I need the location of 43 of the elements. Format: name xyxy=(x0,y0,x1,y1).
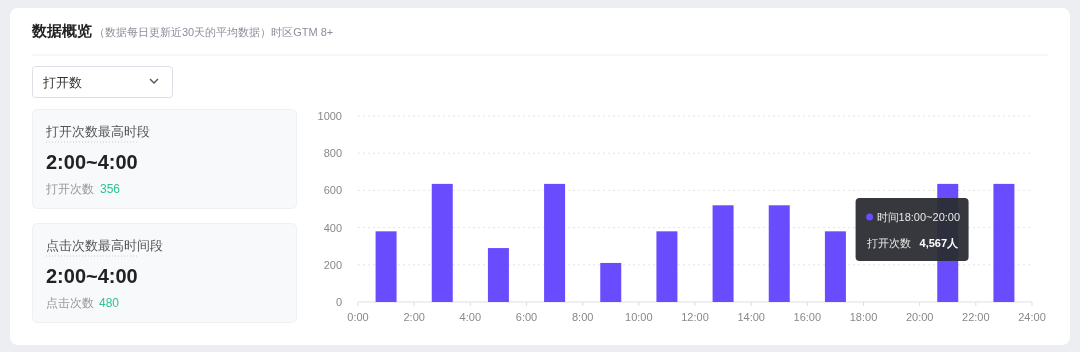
text: 2:00~4:00 xyxy=(46,265,138,287)
x-tick-label: 4:00 xyxy=(459,311,482,323)
bar xyxy=(993,183,1015,302)
y-tick-label: 200 xyxy=(323,258,342,271)
x-tick-label: 0:00 xyxy=(347,311,369,323)
bar xyxy=(824,231,846,302)
x-tick-label: 22:00 xyxy=(962,311,990,323)
x-tick-label: 16:00 xyxy=(793,311,822,323)
y-tick-label: 600 xyxy=(323,184,342,197)
x-tick-label: 12:00 xyxy=(681,311,709,323)
annotation: 时间18:00~20:00 xyxy=(876,211,961,223)
x-tick-label: 2:00 xyxy=(403,311,425,323)
bar xyxy=(712,205,734,302)
annotation: 打开次数 xyxy=(865,237,911,249)
x-tick-label: 8:00 xyxy=(571,311,594,323)
text: 数据概览 xyxy=(31,22,92,39)
bar xyxy=(431,183,453,302)
bar xyxy=(544,183,566,302)
x-tick-label: 6:00 xyxy=(515,311,538,323)
text: （数据每日更新近30天的平均数据）时区GTM 8+ xyxy=(94,26,334,38)
bar xyxy=(600,262,622,302)
x-tick-label: 24:00 xyxy=(1018,311,1046,323)
y-tick-label: 0 xyxy=(335,296,342,308)
text: 480 xyxy=(99,296,120,310)
text: 打开次数 xyxy=(45,182,94,196)
x-tick-label: 14:00 xyxy=(737,311,765,323)
annotation: 4,567人 xyxy=(919,237,960,250)
text: 打开数 xyxy=(42,75,82,90)
bar xyxy=(768,205,790,302)
bar xyxy=(487,248,509,302)
text: 点击次数 xyxy=(46,296,94,310)
text: 点击次数最高时间段 xyxy=(46,238,163,253)
x-tick-label: 18:00 xyxy=(849,311,878,323)
y-tick-label: 800 xyxy=(323,147,342,160)
x-tick-label: 10:00 xyxy=(625,311,653,323)
text: 356 xyxy=(100,182,121,196)
y-tick-label: 1000 xyxy=(317,110,342,122)
bar xyxy=(656,231,678,302)
bar xyxy=(375,231,397,302)
text: 打开次数最高时段 xyxy=(45,124,150,139)
x-tick-label: 20:00 xyxy=(905,311,934,323)
y-tick-label: 400 xyxy=(323,221,342,234)
text: 2:00~4:00 xyxy=(46,151,138,173)
